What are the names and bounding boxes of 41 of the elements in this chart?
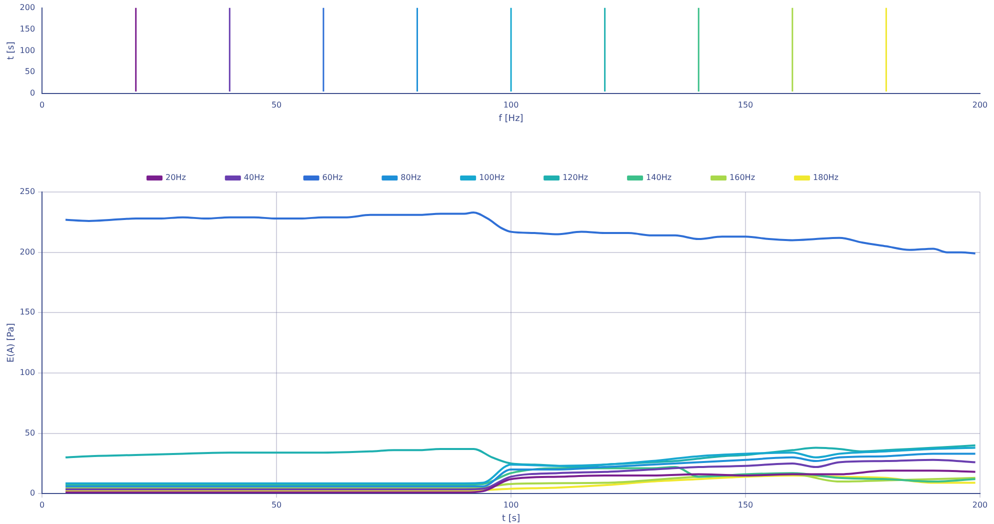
- legend-label: 40Hz: [244, 173, 264, 182]
- line-series: [64, 446, 976, 484]
- line-series: [64, 466, 976, 486]
- y-tick-label: 0: [30, 88, 36, 98]
- y-tick-label: 50: [24, 428, 36, 438]
- x-axis-title: t [s]: [502, 514, 520, 524]
- x-tick-label: 0: [40, 100, 45, 110]
- legend-label: 80Hz: [400, 173, 422, 182]
- x-tick-label: 50: [271, 500, 282, 510]
- legend-label: 140Hz: [646, 173, 672, 182]
- legend-label: 160Hz: [730, 173, 756, 182]
- x-tick-label: 50: [271, 100, 282, 110]
- y-tick-label: 150: [20, 24, 36, 34]
- y-tick-label: 50: [24, 67, 36, 76]
- y-tick-label: 200: [20, 247, 36, 256]
- x-tick-label: 150: [738, 100, 754, 110]
- line-series: [64, 458, 976, 490]
- legend-label: 20Hz: [166, 173, 186, 182]
- y-tick-label: 100: [20, 368, 36, 378]
- x-tick-label: 150: [738, 500, 754, 510]
- y-tick-label: 250: [20, 187, 36, 196]
- legend-label: 100Hz: [479, 173, 505, 182]
- legend-label: 60Hz: [322, 173, 343, 182]
- x-tick-label: 200: [972, 500, 988, 510]
- legend-label: 180Hz: [813, 173, 838, 182]
- x-tick-label: 100: [503, 500, 519, 510]
- y-axis-title: E(A) [Pa]: [6, 323, 17, 362]
- y-tick-label: 150: [20, 308, 36, 317]
- y-axis-title: t [s]: [6, 42, 17, 60]
- line-series: [64, 212, 976, 255]
- line-series: [64, 444, 976, 468]
- y-tick-label: 200: [20, 2, 36, 12]
- x-tick-label: 200: [972, 100, 988, 110]
- line-series: [64, 452, 976, 488]
- x-axis-title: f [Hz]: [498, 114, 524, 124]
- legend-label: 120Hz: [562, 173, 588, 182]
- line-series: [64, 470, 976, 494]
- x-tick-label: 0: [40, 500, 45, 510]
- x-tick-label: 100: [503, 100, 519, 110]
- y-tick-label: 100: [20, 46, 36, 55]
- y-tick-label: 0: [30, 488, 36, 498]
